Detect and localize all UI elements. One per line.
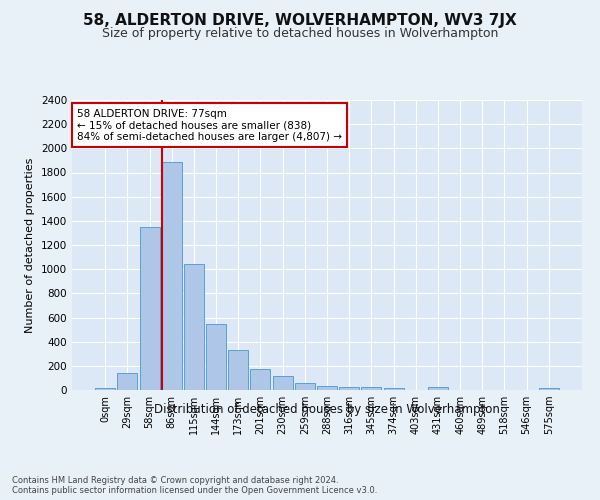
Bar bbox=[361, 388, 382, 390]
Bar bbox=[95, 388, 115, 390]
Text: Contains HM Land Registry data © Crown copyright and database right 2024.
Contai: Contains HM Land Registry data © Crown c… bbox=[12, 476, 377, 495]
Y-axis label: Number of detached properties: Number of detached properties bbox=[25, 158, 35, 332]
Bar bbox=[206, 324, 226, 390]
Bar bbox=[317, 386, 337, 390]
Bar bbox=[428, 387, 448, 390]
Bar bbox=[162, 162, 182, 390]
Text: 58, ALDERTON DRIVE, WOLVERHAMPTON, WV3 7JX: 58, ALDERTON DRIVE, WOLVERHAMPTON, WV3 7… bbox=[83, 12, 517, 28]
Text: Distribution of detached houses by size in Wolverhampton: Distribution of detached houses by size … bbox=[154, 402, 500, 415]
Text: Size of property relative to detached houses in Wolverhampton: Size of property relative to detached ho… bbox=[102, 28, 498, 40]
Bar bbox=[272, 376, 293, 390]
Bar bbox=[140, 227, 160, 390]
Bar bbox=[184, 264, 204, 390]
Bar bbox=[295, 383, 315, 390]
Bar bbox=[339, 386, 359, 390]
Bar bbox=[250, 369, 271, 390]
Text: 58 ALDERTON DRIVE: 77sqm
← 15% of detached houses are smaller (838)
84% of semi-: 58 ALDERTON DRIVE: 77sqm ← 15% of detach… bbox=[77, 108, 342, 142]
Bar bbox=[118, 373, 137, 390]
Bar bbox=[539, 388, 559, 390]
Bar bbox=[228, 350, 248, 390]
Bar bbox=[383, 388, 404, 390]
